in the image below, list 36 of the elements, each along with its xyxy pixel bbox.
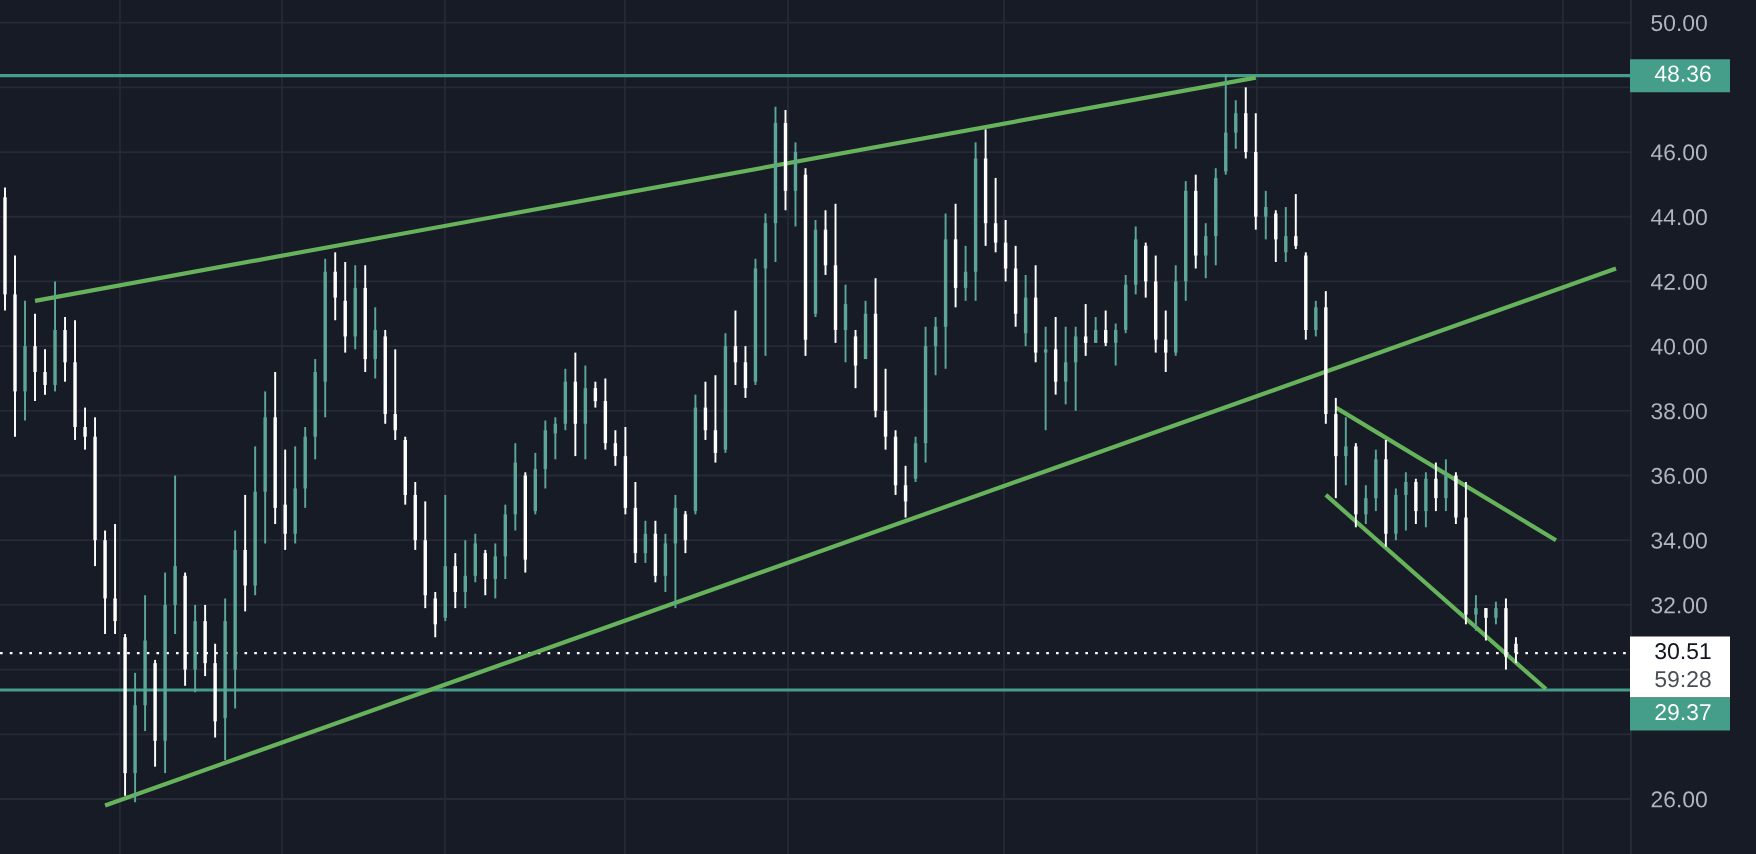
ref-line-label: 30.51: [1655, 643, 1711, 660]
candlestick: [1043, 325, 1048, 432]
y-tick-label: 36.00: [1651, 467, 1707, 485]
ref-line-label: 29.37: [1655, 704, 1711, 721]
text: 59:28: [1655, 671, 1711, 688]
candlestick: [1294, 193, 1298, 251]
candlestick: [713, 374, 718, 464]
y-tick-label: 46.00: [1650, 144, 1707, 161]
y-tick-label: 50.00: [1651, 14, 1707, 32]
candlestick: [1364, 484, 1368, 526]
y-tick-label: 42.00: [1650, 273, 1707, 290]
candlestick: [1314, 299, 1318, 338]
candlestick: [1204, 222, 1208, 280]
candlestick: [1083, 303, 1088, 357]
y-tick-label: 34.00: [1651, 532, 1707, 549]
candlestick: [113, 523, 117, 635]
candlestick: [1484, 607, 1488, 642]
ref-line-label: 48.36: [1654, 65, 1711, 82]
candlestick: [993, 176, 998, 254]
candlestick: [1494, 600, 1498, 626]
candlestick: [1404, 471, 1408, 532]
candlestick: [493, 542, 497, 600]
y-tick-label: 44.00: [1650, 209, 1707, 226]
candlestick: [1234, 99, 1238, 150]
candlestick: [43, 348, 47, 396]
candlestick: [1434, 461, 1438, 513]
y-tick-label: 32.00: [1651, 597, 1707, 614]
y-tick-label: 26.00: [1651, 791, 1707, 808]
candlestick: [1063, 325, 1068, 406]
candlestick: [1474, 594, 1478, 632]
y-tick-label: 40.00: [1650, 338, 1707, 355]
candlestick: [83, 406, 87, 451]
candlestick: [1444, 458, 1448, 513]
y-tick-label: 38.00: [1651, 403, 1707, 420]
candlestick: [1344, 416, 1348, 487]
candlestick: [1264, 189, 1268, 241]
